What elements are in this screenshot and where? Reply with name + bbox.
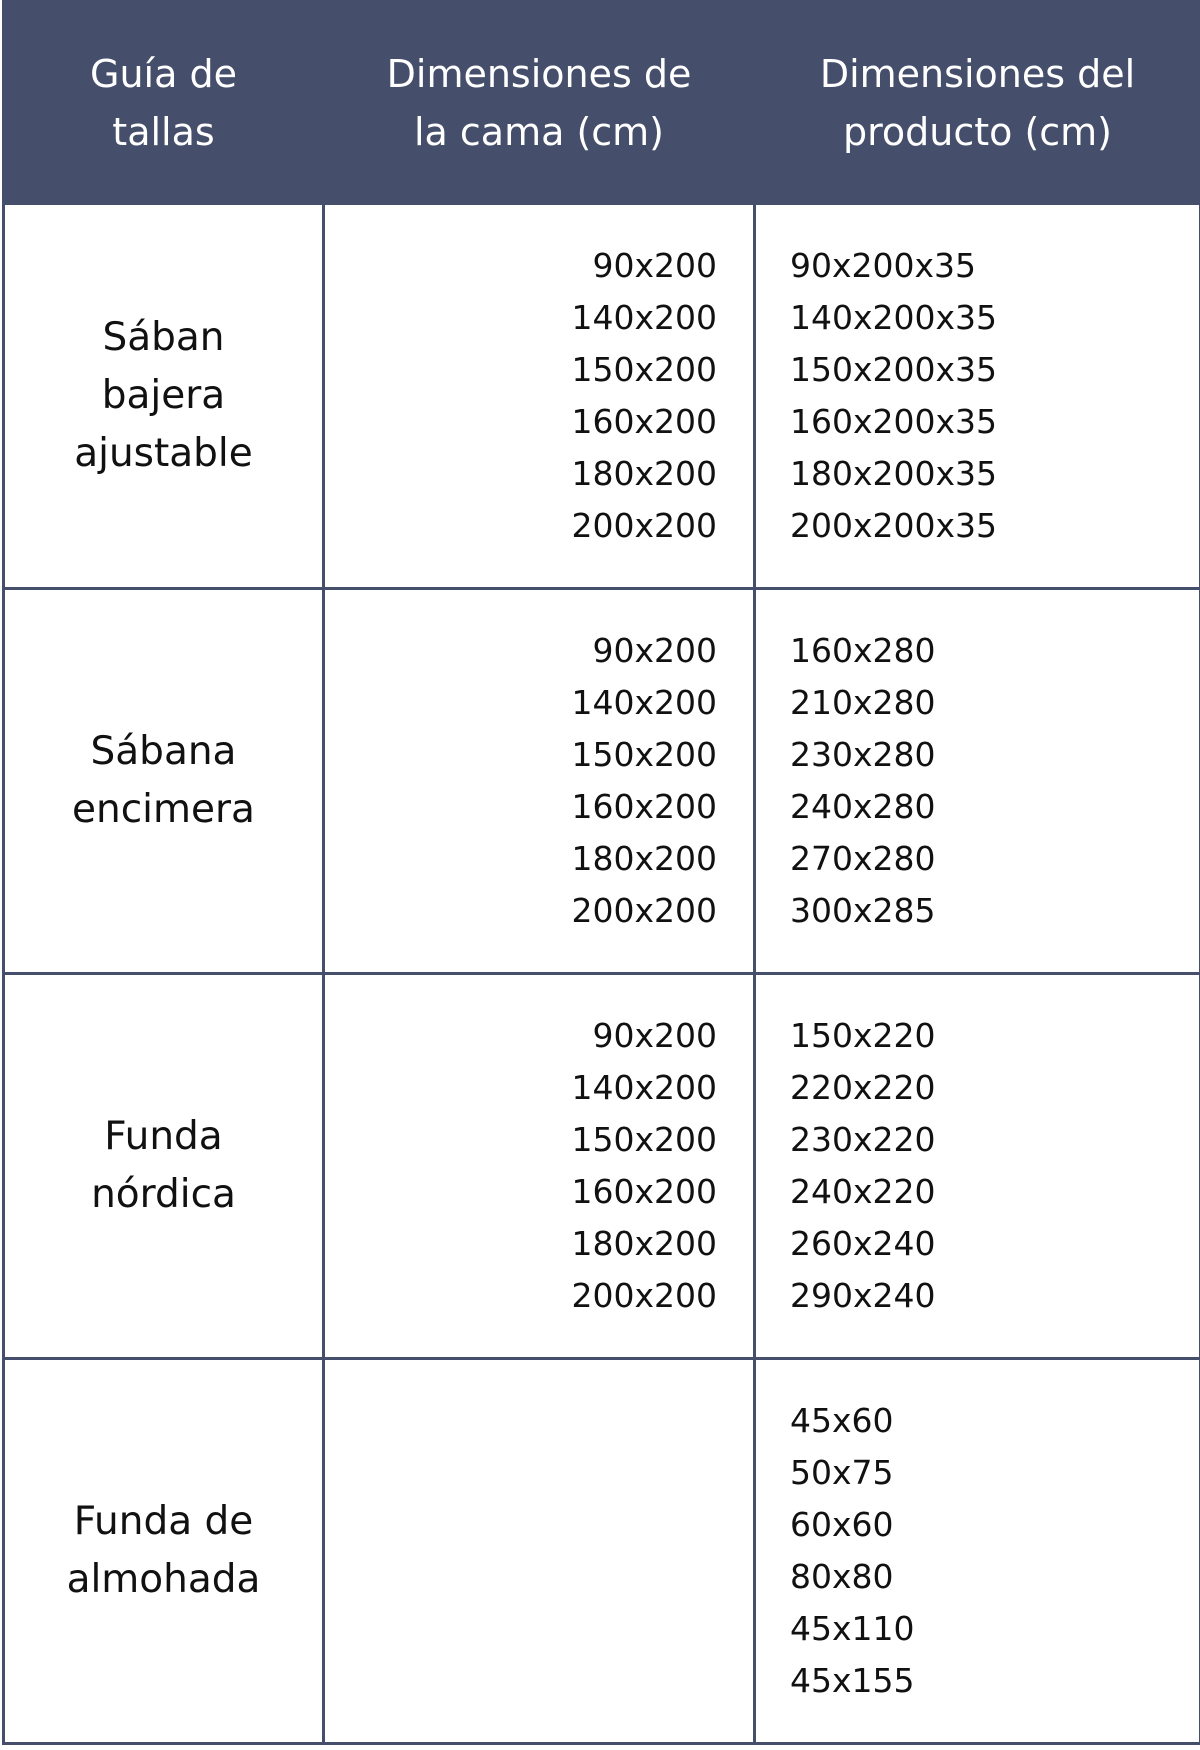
bed-dimensions-cell: [322, 1357, 756, 1745]
cell-line: 260x240: [790, 1224, 936, 1263]
header-product-dimensions: Dimensiones del producto (cm): [753, 0, 1200, 205]
cell-line: 150x220: [790, 1016, 936, 1055]
product-dimensions-cell: 90x200x35 140x200x35 150x200x35 160x200x35 1…: [753, 202, 1200, 590]
cell-line: 200x200x35: [790, 506, 998, 545]
cell-line: 180x200: [571, 839, 717, 878]
cell-line: 270x280: [790, 839, 936, 878]
cell-line: producto (cm): [842, 109, 1113, 154]
cell-line: 150x200: [571, 735, 717, 774]
cell-line: la cama (cm): [413, 109, 665, 154]
cell-line: 160x200: [571, 1172, 717, 1211]
product-type-cell: Funda de almohada: [2, 1357, 325, 1745]
product-type-cell: Funda nórdica: [2, 972, 325, 1360]
cell-line: 200x200: [571, 1276, 717, 1315]
cell-line: 240x280: [790, 787, 936, 826]
product-type-cell: Sában bajera ajustable: [2, 202, 325, 590]
cell-line: 160x200x35: [790, 402, 998, 441]
cell-line: 180x200: [571, 1224, 717, 1263]
table-row-flat-sheet: Sábana encimera 90x200 140x200 150x200 160x20…: [2, 587, 1200, 975]
cell-line: 230x220: [790, 1120, 936, 1159]
header-size-guide: Guía de tallas: [2, 0, 325, 205]
cell-line: 150x200x35: [790, 350, 998, 389]
table-row-fitted-sheet: Sában bajera ajustable 90x200 140x200 150x200…: [2, 202, 1200, 590]
cell-line: Sában: [102, 315, 225, 360]
cell-line: 290x240: [790, 1276, 936, 1315]
cell-line: 45x60: [790, 1401, 894, 1440]
cell-line: 60x60: [790, 1505, 894, 1544]
cell-line: 90x200x35: [790, 246, 977, 285]
bed-dimensions-cell: 90x200 140x200 150x200 160x200 180x200 200x20…: [322, 972, 756, 1360]
cell-line: ajustable: [74, 431, 253, 476]
product-type-cell: Sábana encimera: [2, 587, 325, 975]
cell-line: 80x80: [790, 1557, 894, 1596]
header-bed-dimensions: Dimensiones de la cama (cm): [322, 0, 756, 205]
cell-line: 90x200: [592, 246, 717, 285]
product-dimensions-cell: 150x220 220x220 230x220 240x220 260x240 290x2…: [753, 972, 1200, 1360]
cell-line: Guía de: [90, 51, 237, 96]
cell-line: 210x280: [790, 683, 936, 722]
cell-line: 200x200: [571, 891, 717, 930]
cell-line: 240x220: [790, 1172, 936, 1211]
cell-line: 45x155: [790, 1661, 915, 1700]
cell-line: encimera: [72, 787, 255, 832]
cell-line: tallas: [112, 109, 215, 154]
cell-line: 160x200: [571, 787, 717, 826]
bed-dimensions-cell: 90x200 140x200 150x200 160x200 180x200 200x20…: [322, 587, 756, 975]
cell-line: 160x200: [571, 402, 717, 441]
product-dimensions-cell: 160x280 210x280 230x280 240x280 270x280 300x2…: [753, 587, 1200, 975]
cell-line: 45x110: [790, 1609, 915, 1648]
cell-line: Sábana: [90, 729, 237, 774]
cell-line: 140x200x35: [790, 298, 998, 337]
cell-line: Funda: [104, 1114, 223, 1159]
cell-line: nórdica: [91, 1172, 236, 1217]
bed-dimensions-cell: 90x200 140x200 150x200 160x200 180x200 200x20…: [322, 202, 756, 590]
cell-line: 160x280: [790, 631, 936, 670]
cell-line: 220x220: [790, 1068, 936, 1107]
cell-line: bajera: [101, 373, 226, 418]
cell-line: Dimensiones del: [819, 51, 1136, 96]
cell-line: 140x200: [571, 298, 717, 337]
cell-line: 50x75: [790, 1453, 894, 1492]
cell-line: 180x200: [571, 454, 717, 493]
cell-line: 180x200x35: [790, 454, 998, 493]
cell-line: 90x200: [592, 631, 717, 670]
cell-line: 140x200: [571, 1068, 717, 1107]
cell-line: 230x280: [790, 735, 936, 774]
cell-line: 150x200: [571, 350, 717, 389]
table-row-pillowcase: Funda de almohada 45x60 50x75 60x60 80x80 45x1…: [2, 1357, 1200, 1745]
cell-line: 200x200: [571, 506, 717, 545]
cell-line: Dimensiones de: [386, 51, 692, 96]
header-row: Guía de tallas Dimensiones de la cama (cm)…: [2, 0, 1200, 205]
cell-line: 300x285: [790, 891, 936, 930]
table-row-duvet-cover: Funda nórdica 90x200 140x200 150x200 160x200 1…: [2, 972, 1200, 1360]
cell-line: almohada: [66, 1557, 261, 1602]
cell-line: Funda de: [73, 1499, 254, 1544]
cell-line: 150x200: [571, 1120, 717, 1159]
cell-line: 90x200: [592, 1016, 717, 1055]
cell-line: 140x200: [571, 683, 717, 722]
product-dimensions-cell: 45x60 50x75 60x60 80x80 45x110 45x155: [753, 1357, 1200, 1745]
